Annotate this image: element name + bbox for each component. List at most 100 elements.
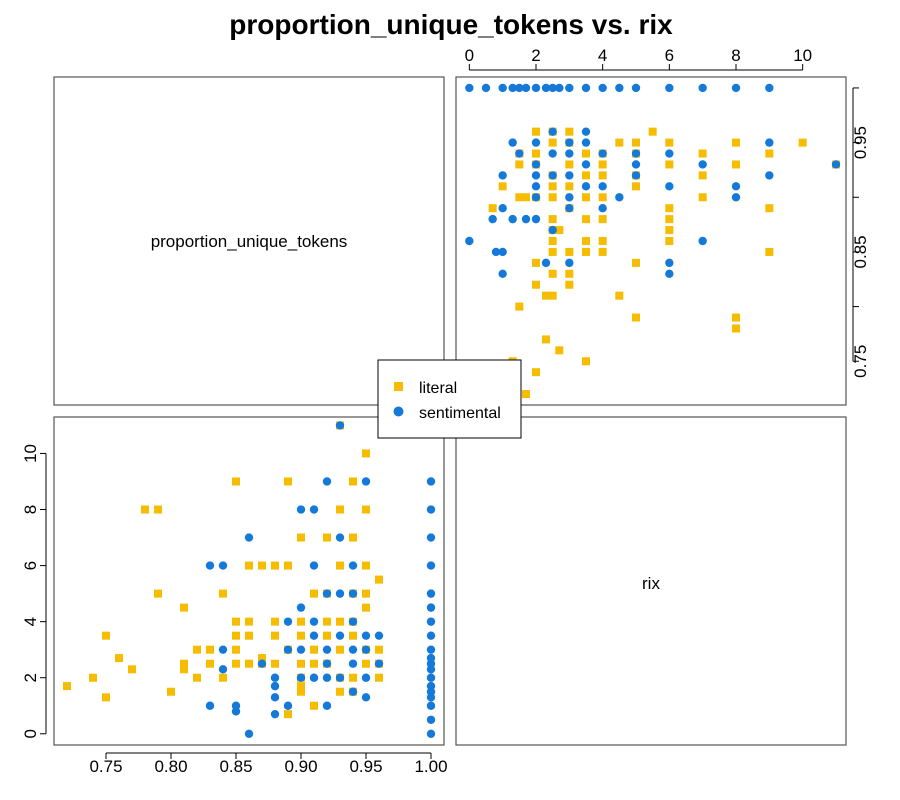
point-sentimental-lower: [322, 645, 332, 654]
point-literal-upper: [532, 149, 540, 158]
diag-label-rix: rix: [642, 574, 660, 593]
point-sentimental-upper: [515, 149, 524, 158]
point-sentimental-upper: [765, 171, 774, 180]
point-sentimental-lower: [426, 645, 436, 654]
point-sentimental-lower: [426, 701, 436, 710]
point-literal-upper: [632, 258, 640, 267]
point-literal-lower: [310, 701, 318, 710]
point-literal-lower: [336, 617, 344, 626]
point-sentimental-lower: [361, 645, 371, 654]
point-sentimental-upper: [631, 171, 641, 180]
point-sentimental-upper: [548, 171, 557, 180]
chart-title: proportion_unique_tokens vs. rix: [229, 9, 673, 40]
point-sentimental-upper: [531, 171, 541, 180]
point-sentimental-lower: [426, 729, 436, 738]
point-sentimental-upper: [498, 171, 507, 180]
point-literal-upper: [548, 182, 557, 191]
point-literal-upper: [598, 160, 607, 169]
point-sentimental-lower: [309, 673, 319, 682]
point-sentimental-upper: [615, 193, 624, 202]
point-literal-lower: [362, 505, 370, 514]
point-sentimental-upper: [531, 182, 541, 191]
x-tick-label-top: 6: [665, 46, 674, 65]
point-literal-upper: [698, 149, 707, 158]
point-literal-lower: [232, 631, 240, 640]
point-literal-upper: [532, 127, 540, 136]
point-literal-lower: [362, 659, 370, 668]
point-literal-upper: [565, 269, 574, 278]
point-sentimental-lower: [218, 665, 228, 674]
point-literal-upper: [565, 160, 574, 169]
point-literal-lower: [193, 673, 201, 682]
x-tick-label-bottom: 0.75: [89, 757, 122, 776]
point-sentimental-upper: [488, 214, 497, 224]
point-literal-lower: [271, 617, 279, 626]
point-sentimental-upper: [631, 160, 641, 169]
point-sentimental-lower: [309, 617, 319, 626]
legend-label-sentimental: sentimental: [419, 405, 501, 422]
point-literal-upper: [548, 247, 557, 256]
point-literal-upper: [732, 138, 740, 147]
point-sentimental-lower: [309, 631, 319, 640]
y-tick-label-left: 10: [21, 444, 40, 463]
point-literal-lower: [362, 561, 370, 570]
point-sentimental-lower: [322, 673, 332, 682]
point-literal-lower: [310, 589, 318, 598]
point-sentimental-upper: [731, 193, 741, 202]
point-literal-upper: [598, 247, 607, 256]
point-literal-upper: [632, 138, 640, 147]
point-sentimental-lower: [426, 603, 436, 612]
point-literal-upper: [542, 335, 550, 344]
point-literal-upper: [665, 204, 674, 213]
point-literal-lower: [193, 645, 201, 654]
point-literal-lower: [271, 631, 279, 640]
point-literal-upper: [582, 171, 590, 180]
point-literal-lower: [154, 589, 162, 598]
point-sentimental-upper: [581, 138, 591, 147]
x-tick-label-bottom: 1.00: [414, 757, 447, 776]
point-sentimental-lower: [426, 673, 436, 682]
point-sentimental-upper: [665, 182, 674, 191]
point-literal-upper: [582, 193, 590, 202]
point-sentimental-upper: [565, 138, 574, 147]
point-sentimental-upper: [541, 83, 551, 93]
point-literal-lower: [362, 589, 370, 598]
point-sentimental-lower: [296, 673, 306, 682]
point-literal-upper: [765, 149, 774, 158]
point-sentimental-lower: [309, 561, 319, 570]
point-literal-lower: [284, 710, 292, 719]
point-literal-upper: [532, 368, 540, 377]
point-literal-upper: [582, 247, 590, 256]
y-tick-label-right: 0.95: [851, 126, 870, 159]
point-literal-lower: [297, 687, 305, 696]
point-sentimental-lower: [335, 631, 345, 640]
point-literal-lower: [349, 631, 357, 640]
point-sentimental-lower: [335, 533, 345, 542]
point-sentimental-upper: [491, 247, 501, 257]
point-sentimental-lower: [218, 645, 228, 654]
point-literal-lower: [63, 682, 71, 691]
point-literal-lower: [102, 693, 110, 702]
point-sentimental-lower: [322, 701, 332, 710]
point-literal-lower: [297, 617, 305, 626]
point-literal-lower: [362, 449, 370, 458]
point-literal-upper: [698, 193, 707, 202]
point-literal-upper: [632, 313, 640, 322]
point-sentimental-lower: [205, 561, 215, 570]
point-sentimental-lower: [374, 631, 384, 640]
point-sentimental-lower: [335, 421, 345, 430]
point-literal-lower: [297, 631, 305, 640]
point-sentimental-lower: [374, 659, 384, 668]
point-sentimental-lower: [348, 617, 358, 626]
point-literal-upper: [798, 138, 807, 147]
point-sentimental-upper: [581, 160, 591, 169]
point-sentimental-lower: [244, 533, 254, 542]
point-sentimental-lower: [426, 681, 436, 691]
point-literal-upper: [582, 237, 590, 245]
point-literal-upper: [565, 182, 574, 191]
y-tick-label-left: 4: [21, 617, 40, 626]
point-literal-lower: [323, 617, 331, 626]
point-literal-lower: [349, 673, 357, 682]
point-sentimental-lower: [348, 687, 358, 696]
point-literal-lower: [284, 477, 292, 486]
